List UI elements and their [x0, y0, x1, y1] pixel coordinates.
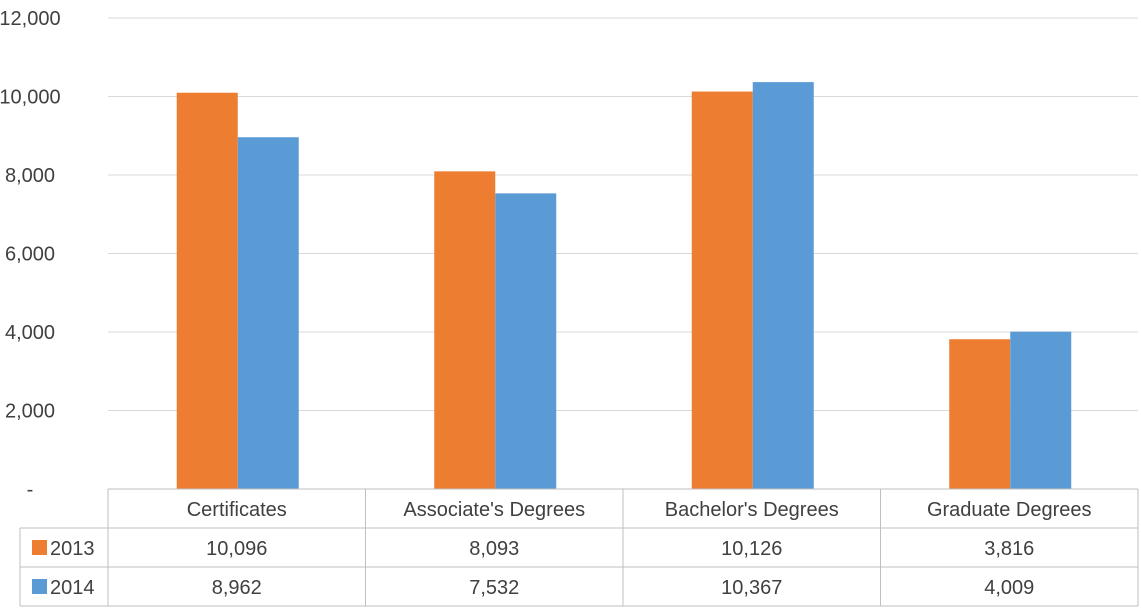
y-tick-label: 4,000 [5, 322, 55, 344]
data-label: 10,096 [206, 538, 267, 560]
y-tick-label: 2,000 [5, 401, 55, 423]
bar-2013-3 [949, 339, 1011, 489]
legend-swatch-2013 [32, 540, 47, 555]
data-label: 10,367 [721, 577, 782, 599]
bar-2014-2 [752, 82, 814, 490]
category-label: Bachelor's Degrees [665, 499, 839, 521]
data-label: 8,093 [469, 538, 519, 560]
y-tick-label: - [27, 479, 34, 501]
bar-2014-1 [495, 193, 557, 489]
data-label: 8,962 [212, 577, 262, 599]
bars [176, 82, 1072, 490]
data-label: 3,816 [984, 538, 1034, 560]
y-tick-label: 10,000 [0, 87, 61, 109]
legend-label: 2013 [50, 538, 95, 560]
category-label: Graduate Degrees [927, 499, 1092, 521]
category-label: Certificates [187, 499, 287, 521]
y-tick-label: 8,000 [5, 165, 55, 187]
bar-2014-0 [237, 137, 299, 489]
bar-2013-0 [176, 92, 238, 490]
y-tick-label: 12,000 [0, 8, 61, 30]
bar-2013-1 [434, 171, 496, 490]
legend-swatch-2014 [32, 579, 47, 594]
y-axis-ticks: - 2,000 4,000 6,000 8,000 10,000 12,000 [0, 8, 61, 501]
legend-label: 2014 [50, 577, 95, 599]
data-table: Certificates Associate's Degrees Bachelor'… [19, 488, 1139, 607]
data-label: 7,532 [469, 577, 519, 599]
data-label: 4,009 [984, 577, 1034, 599]
y-tick-label: 6,000 [5, 244, 55, 266]
data-label: 10,126 [721, 538, 782, 560]
category-label: Associate's Degrees [403, 499, 585, 521]
bar-2013-2 [691, 91, 753, 489]
bar-2014-3 [1010, 331, 1072, 489]
